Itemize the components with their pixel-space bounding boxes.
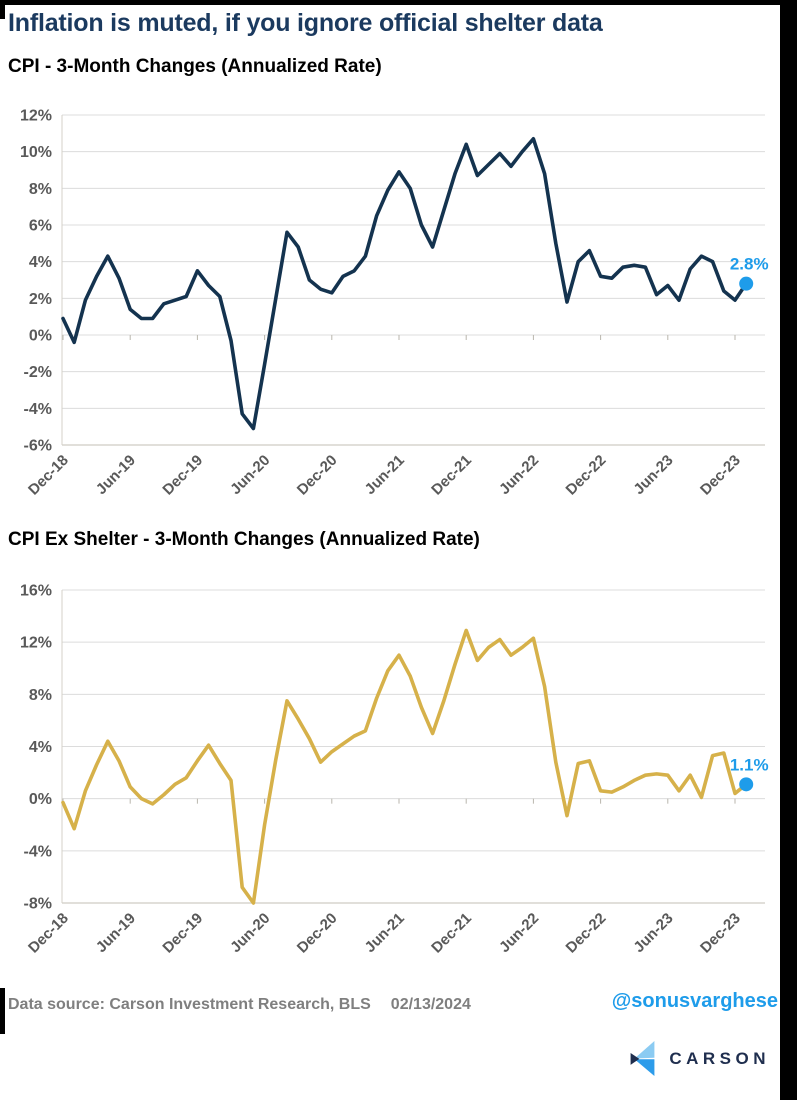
x-axis-label: Dec-22 [563, 452, 610, 499]
series-line [61, 137, 749, 431]
x-axis-label: Jun-23 [630, 910, 676, 956]
x-axis-label: Jun-23 [630, 452, 676, 498]
data-source-note: Data source: Carson Investment Research,… [8, 996, 471, 1014]
last-point-label: 1.1% [730, 755, 769, 774]
last-point-dot [739, 276, 754, 291]
last-point-label: 2.8% [730, 255, 769, 274]
series-line [61, 628, 749, 905]
carson-logo-text: CARSON [669, 1048, 770, 1068]
y-axis-label: 0% [29, 791, 52, 808]
x-axis-label: Jun-22 [496, 452, 542, 498]
screenshot-border-left-top [0, 0, 5, 19]
x-axis-label: Dec-23 [697, 910, 744, 957]
carson-logo: CARSON [629, 1041, 770, 1076]
cpi-line-chart: 12% 10% 8% 6% 4% 2% 0% -2% -4% -6%Dec-18 Jun-19 Dec… [20, 108, 769, 499]
screenshot-border-right [780, 0, 797, 1100]
x-axis-label: Dec-19 [159, 910, 206, 957]
y-axis-label: -4% [24, 401, 52, 418]
data-source-date: 02/13/2024 [390, 996, 471, 1013]
x-axis-label: Dec-19 [159, 452, 206, 499]
x-axis-label: Jun-21 [362, 910, 408, 956]
y-axis-label: 6% [29, 218, 52, 235]
y-axis-label: -2% [24, 364, 52, 381]
y-axis-label: 8% [29, 687, 52, 704]
y-axis-label: 4% [29, 254, 52, 271]
x-axis-label: Jun-20 [227, 452, 273, 498]
x-axis-label: Dec-20 [294, 452, 341, 499]
x-axis-label: Dec-18 [25, 910, 72, 957]
y-axis-label: 10% [20, 144, 52, 161]
y-axis-label: 0% [29, 328, 52, 345]
y-axis-label: -6% [24, 438, 52, 455]
y-axis-label: -4% [24, 843, 52, 860]
x-axis-label: Dec-21 [428, 452, 475, 499]
screenshot-border-left-bottom [0, 988, 5, 1034]
x-axis-label: Dec-22 [563, 910, 610, 957]
y-axis-label: 2% [29, 291, 52, 308]
x-axis-label: Jun-19 [93, 452, 139, 498]
x-axis-label: Jun-20 [227, 910, 273, 956]
screenshot-border-top [0, 0, 797, 5]
chart-title-cpi: CPI - 3-Month Changes (Annualized Rate) [8, 56, 382, 77]
page-title: Inflation is muted, if you ignore offici… [8, 9, 603, 37]
twitter-handle: @sonusvarghese [611, 990, 778, 1012]
data-source-text: Data source: Carson Investment Research,… [8, 996, 371, 1013]
x-axis-label: Dec-23 [697, 452, 744, 499]
x-axis-label: Dec-18 [25, 452, 72, 499]
y-axis-label: 16% [20, 583, 52, 600]
x-axis-label: Dec-20 [294, 910, 341, 957]
y-axis-label: 4% [29, 739, 52, 756]
x-axis-label: Dec-21 [428, 910, 475, 957]
y-axis-label: -8% [24, 896, 52, 913]
chart-title-cpi-ex-shelter: CPI Ex Shelter - 3-Month Changes (Annual… [8, 529, 480, 550]
y-axis-label: 12% [20, 108, 52, 125]
x-axis-label: Jun-21 [362, 452, 408, 498]
x-axis-label: Jun-19 [93, 910, 139, 956]
last-point-dot [739, 777, 754, 792]
carson-chevron-icon [630, 1041, 655, 1076]
y-axis-label: 8% [29, 181, 52, 198]
y-axis-label: 12% [20, 635, 52, 652]
x-axis-label: Jun-22 [496, 910, 542, 956]
cpi-ex-shelter-line-chart: 16% 12% 8% 4% 0% -4% -8%Dec-18 Jun-19 Dec-19 Jun-… [20, 583, 769, 957]
